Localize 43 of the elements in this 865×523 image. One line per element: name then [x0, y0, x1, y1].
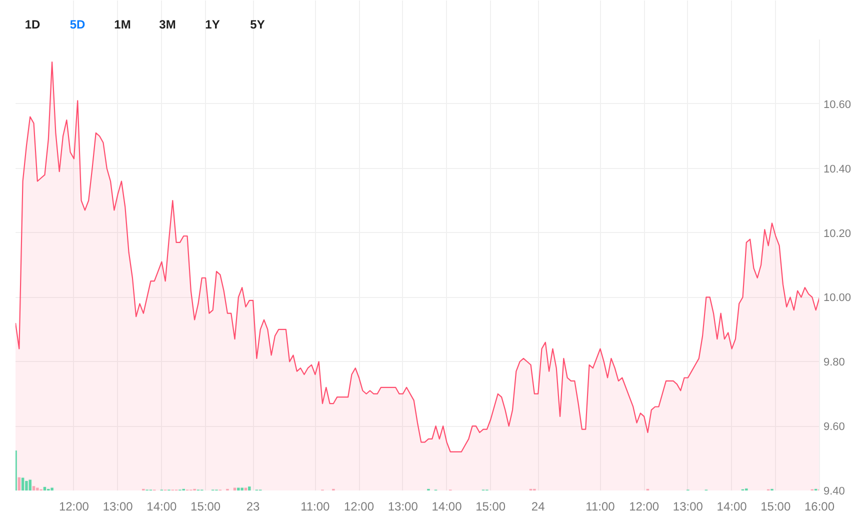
bar	[50, 488, 54, 490]
x-tick-label: 12:00	[344, 500, 374, 514]
bar	[18, 477, 21, 490]
bar	[32, 486, 36, 490]
x-tick-label: 23	[246, 500, 260, 514]
bar	[28, 480, 32, 490]
bar	[244, 488, 248, 490]
bar	[25, 480, 28, 490]
text: 1Y	[205, 18, 220, 32]
x-tick-label: 16:00	[804, 500, 835, 514]
x-tick-label: 12:00	[58, 500, 90, 514]
bar	[36, 488, 39, 490]
x-tick-label: 14:00	[432, 500, 462, 514]
text: 5Y	[250, 18, 265, 32]
bar	[21, 478, 24, 490]
y-tick-label: 10.40	[824, 163, 852, 176]
x-tick-label: 11:00	[300, 500, 330, 514]
x-tick-label: 15:00	[760, 500, 791, 514]
x-tick-label: 15:00	[190, 500, 221, 514]
text: 5D	[70, 18, 86, 32]
x-tick-label: 14:00	[146, 500, 178, 514]
y-tick-label: 10.00	[824, 292, 852, 304]
text: 3M	[159, 18, 176, 32]
bar	[248, 486, 251, 490]
y-tick-label: 9.80	[824, 356, 845, 369]
bar	[237, 488, 240, 490]
y-tick-label: 9.60	[824, 421, 845, 434]
x-tick-label: 12:00	[629, 500, 660, 514]
y-tick-label: 10.20	[824, 228, 852, 240]
x-tick-label: 13:00	[388, 500, 418, 514]
x-tick-label: 24	[531, 500, 546, 514]
y-tick-label: 9.40	[824, 486, 845, 498]
y-tick-label: 10.60	[824, 98, 852, 111]
bar	[233, 488, 236, 490]
x-tick-label: 11:00	[586, 500, 616, 514]
x-tick-label: 13:00	[672, 500, 704, 514]
bar	[240, 488, 244, 490]
x-tick-label: 15:00	[476, 500, 506, 514]
text: 1M	[114, 18, 131, 32]
bar	[43, 486, 46, 490]
x-tick-label: 14:00	[716, 500, 748, 514]
x-tick-label: 13:00	[102, 500, 134, 514]
text: 1D	[24, 18, 41, 32]
